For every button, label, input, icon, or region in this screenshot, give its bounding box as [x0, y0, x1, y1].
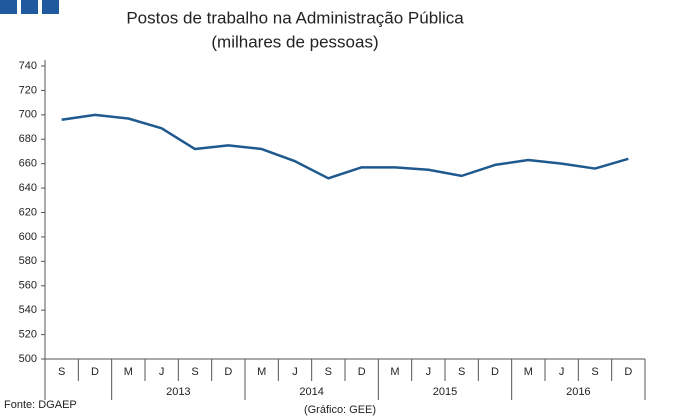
x-tick-label: S — [591, 366, 598, 378]
source: Fonte: DGAEP — [4, 399, 77, 411]
y-tick-label: 620 — [19, 206, 37, 218]
x-tick-label: D — [491, 366, 499, 378]
x-tick-label: D — [624, 366, 632, 378]
year-label: 2014 — [299, 386, 323, 398]
y-tick-label: 600 — [19, 231, 37, 243]
y-tick-label: 580 — [19, 255, 37, 267]
y-tick-label: 700 — [19, 109, 37, 121]
credit: (Gráfico: GEE) — [304, 404, 376, 416]
year-label: 2013 — [166, 386, 190, 398]
x-tick-label: D — [358, 366, 366, 378]
x-tick-label: S — [458, 366, 465, 378]
chart-title: Postos de trabalho na Administração Públ… — [126, 8, 464, 27]
x-tick-label: M — [524, 366, 533, 378]
y-tick-label: 640 — [19, 182, 37, 194]
x-tick-label: S — [325, 366, 332, 378]
y-tick-label: 540 — [19, 304, 37, 316]
y-tick-label: 660 — [19, 158, 37, 170]
y-tick-label: 680 — [19, 133, 37, 145]
x-tick-label: D — [224, 366, 232, 378]
year-label: 2016 — [566, 386, 590, 398]
logo-square — [0, 0, 17, 14]
x-tick-label: J — [559, 366, 565, 378]
x-tick-label: S — [58, 366, 65, 378]
chart-subtitle: (milhares de pessoas) — [211, 32, 378, 51]
x-tick-label: S — [191, 366, 198, 378]
y-tick-label: 560 — [19, 280, 37, 292]
x-tick-label: J — [292, 366, 298, 378]
logo-square — [42, 0, 59, 14]
x-tick-label: D — [91, 366, 99, 378]
logo-square — [21, 0, 38, 14]
x-tick-label: J — [426, 366, 432, 378]
y-tick-label: 520 — [19, 328, 37, 340]
y-tick-label: 740 — [19, 60, 37, 72]
y-tick-label: 500 — [19, 353, 37, 365]
x-tick-label: M — [390, 366, 399, 378]
y-tick-label: 720 — [19, 84, 37, 96]
x-tick-label: J — [159, 366, 165, 378]
x-tick-label: M — [124, 366, 133, 378]
data-line — [61, 113, 629, 180]
x-tick-label: M — [257, 366, 266, 378]
year-label: 2015 — [433, 386, 457, 398]
